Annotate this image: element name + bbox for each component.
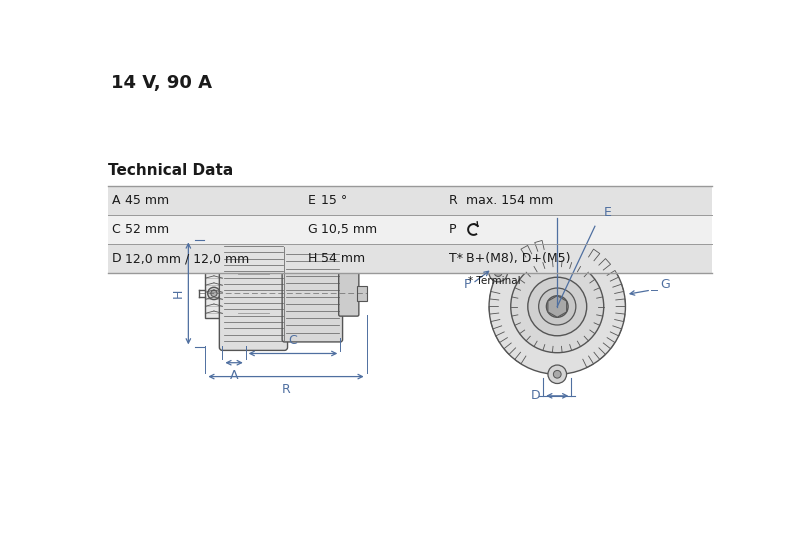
Text: A: A — [112, 194, 120, 207]
Text: 14 V, 90 A: 14 V, 90 A — [111, 74, 212, 92]
Text: G: G — [308, 223, 318, 236]
Circle shape — [566, 236, 573, 244]
Text: 10,5 mm: 10,5 mm — [321, 223, 377, 236]
Text: R: R — [282, 383, 290, 395]
Text: 54 mm: 54 mm — [321, 252, 365, 265]
Text: D: D — [531, 389, 541, 402]
Circle shape — [560, 231, 578, 249]
FancyBboxPatch shape — [108, 244, 712, 273]
Text: * Terminal: * Terminal — [468, 276, 521, 286]
Text: Technical Data: Technical Data — [108, 163, 233, 178]
Text: 52 mm: 52 mm — [125, 223, 169, 236]
FancyBboxPatch shape — [338, 271, 359, 316]
Text: 15 °: 15 ° — [321, 194, 347, 207]
Text: T*: T* — [449, 252, 462, 265]
FancyBboxPatch shape — [108, 185, 712, 215]
Text: C: C — [289, 334, 298, 348]
Circle shape — [489, 239, 626, 374]
FancyBboxPatch shape — [219, 237, 287, 350]
Text: 12,0 mm / 12,0 mm: 12,0 mm / 12,0 mm — [125, 252, 249, 265]
Text: 45 mm: 45 mm — [125, 194, 169, 207]
Text: D: D — [112, 252, 122, 265]
Text: B+(M8), D+(M5): B+(M8), D+(M5) — [466, 252, 570, 265]
FancyBboxPatch shape — [206, 269, 222, 318]
Text: H: H — [308, 252, 317, 265]
Text: A: A — [230, 369, 238, 382]
FancyBboxPatch shape — [108, 215, 712, 244]
Circle shape — [528, 277, 586, 336]
FancyBboxPatch shape — [282, 245, 342, 342]
Circle shape — [548, 365, 566, 384]
Text: H: H — [171, 289, 185, 298]
Circle shape — [494, 269, 502, 277]
Circle shape — [489, 263, 507, 282]
Text: E: E — [308, 194, 315, 207]
Circle shape — [554, 370, 561, 378]
Text: C: C — [112, 223, 120, 236]
Circle shape — [211, 290, 217, 296]
Circle shape — [208, 287, 220, 300]
Text: R: R — [449, 194, 458, 207]
Text: max. 154 mm: max. 154 mm — [466, 194, 553, 207]
Circle shape — [538, 288, 576, 325]
Text: P: P — [449, 223, 456, 236]
Circle shape — [546, 296, 568, 317]
FancyBboxPatch shape — [358, 286, 366, 301]
Text: P: P — [463, 278, 471, 291]
Text: G: G — [661, 278, 670, 291]
Polygon shape — [548, 296, 566, 317]
Text: E: E — [604, 206, 612, 219]
Circle shape — [510, 260, 604, 353]
